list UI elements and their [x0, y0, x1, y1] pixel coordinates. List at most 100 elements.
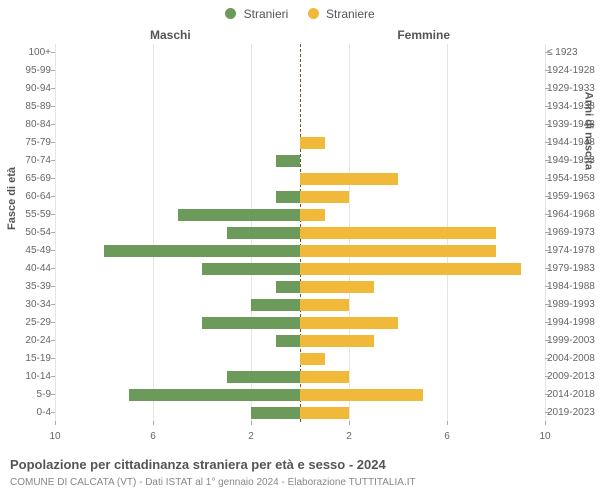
pyramid-row: 100+≤ 1923	[55, 44, 545, 62]
y-tick	[51, 178, 55, 179]
bar-female	[300, 263, 521, 275]
y-tick	[545, 196, 549, 197]
bar-female	[300, 173, 398, 185]
bar-male	[202, 263, 300, 275]
x-tick-label: 6	[138, 431, 168, 442]
age-label: 15-19	[9, 350, 51, 368]
birth-year-label: 1974-1978	[547, 242, 599, 260]
y-tick	[51, 268, 55, 269]
pyramid-row: 95-991924-1928	[55, 62, 545, 80]
y-tick	[51, 304, 55, 305]
pyramid-row: 45-491974-1978	[55, 242, 545, 260]
age-label: 80-84	[9, 116, 51, 134]
y-tick	[545, 232, 549, 233]
plot-area: 100+≤ 192395-991924-192890-941929-193385…	[55, 44, 545, 442]
bar-male	[178, 209, 301, 221]
pyramid-row: 15-192004-2008	[55, 350, 545, 368]
bar-male	[129, 389, 301, 401]
y-tick	[51, 142, 55, 143]
birth-year-label: 2014-2018	[547, 386, 599, 404]
pyramid-row: 55-591964-1968	[55, 206, 545, 224]
bar-female	[300, 299, 349, 311]
birth-year-label: 1979-1983	[547, 260, 599, 278]
x-tick-label: 2	[334, 431, 364, 442]
y-tick	[51, 376, 55, 377]
y-tick	[545, 412, 549, 413]
y-tick	[51, 124, 55, 125]
pyramid-row: 25-291994-1998	[55, 314, 545, 332]
bar-male	[227, 227, 301, 239]
bar-female	[300, 227, 496, 239]
age-label: 35-39	[9, 278, 51, 296]
bar-female	[300, 245, 496, 257]
y-tick	[51, 412, 55, 413]
legend-item-male: Stranieri	[225, 6, 288, 21]
bar-female	[300, 137, 325, 149]
y-tick	[545, 394, 549, 395]
y-tick	[545, 178, 549, 179]
y-tick	[51, 340, 55, 341]
pyramid-row: 85-891934-1938	[55, 98, 545, 116]
pyramid-row: 10-142009-2013	[55, 368, 545, 386]
y-tick	[545, 142, 549, 143]
x-tick-mark	[251, 421, 252, 425]
age-label: 0-4	[9, 404, 51, 422]
birth-year-label: 1964-1968	[547, 206, 599, 224]
bar-male	[276, 155, 301, 167]
pyramid-row: 0-42019-2023	[55, 404, 545, 422]
bar-female	[300, 389, 423, 401]
y-tick	[51, 250, 55, 251]
birth-year-label: 1989-1993	[547, 296, 599, 314]
age-label: 40-44	[9, 260, 51, 278]
legend: Stranieri Straniere	[0, 6, 600, 21]
legend-swatch-female	[308, 8, 319, 19]
bar-male	[276, 335, 301, 347]
bar-female	[300, 191, 349, 203]
legend-swatch-male	[225, 8, 236, 19]
age-label: 30-34	[9, 296, 51, 314]
birth-year-label: 2004-2008	[547, 350, 599, 368]
x-tick-mark	[153, 421, 154, 425]
y-tick	[545, 106, 549, 107]
y-tick	[545, 214, 549, 215]
age-label: 95-99	[9, 62, 51, 80]
birth-year-label: 2019-2023	[547, 404, 599, 422]
age-label: 10-14	[9, 368, 51, 386]
population-pyramid-chart: Stranieri Straniere Maschi Femmine Fasce…	[0, 0, 600, 500]
pyramid-row: 65-691954-1958	[55, 170, 545, 188]
age-label: 90-94	[9, 80, 51, 98]
bar-female	[300, 371, 349, 383]
birth-year-label: 1999-2003	[547, 332, 599, 350]
bar-male	[251, 299, 300, 311]
bar-female	[300, 353, 325, 365]
y-tick	[51, 394, 55, 395]
birth-year-label: 1939-1943	[547, 116, 599, 134]
age-label: 85-89	[9, 98, 51, 116]
age-label: 45-49	[9, 242, 51, 260]
bar-male	[104, 245, 300, 257]
bar-male	[227, 371, 301, 383]
x-tick-label: 10	[40, 431, 70, 442]
y-tick	[545, 358, 549, 359]
y-tick	[545, 376, 549, 377]
birth-year-label: 1994-1998	[547, 314, 599, 332]
x-tick-mark	[545, 421, 546, 425]
pyramid-row: 30-341989-1993	[55, 296, 545, 314]
age-label: 100+	[9, 44, 51, 62]
bar-male	[276, 281, 301, 293]
bar-male	[251, 407, 300, 419]
y-tick	[51, 214, 55, 215]
birth-year-label: 1944-1948	[547, 134, 599, 152]
pyramid-row: 80-841939-1943	[55, 116, 545, 134]
birth-year-label: ≤ 1923	[547, 44, 599, 62]
y-tick	[545, 52, 549, 53]
y-tick	[51, 358, 55, 359]
age-label: 75-79	[9, 134, 51, 152]
y-tick	[545, 304, 549, 305]
y-tick	[545, 286, 549, 287]
column-header-female: Femmine	[397, 28, 450, 42]
pyramid-row: 40-441979-1983	[55, 260, 545, 278]
bar-male	[276, 191, 301, 203]
birth-year-label: 1959-1963	[547, 188, 599, 206]
y-tick	[545, 268, 549, 269]
